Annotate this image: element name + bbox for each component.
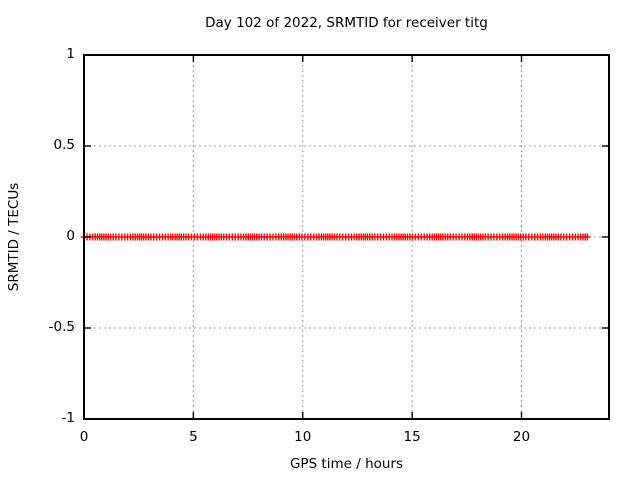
chart-title: Day 102 of 2022, SRMTID for receiver tit… (205, 15, 488, 31)
y-tick-label: 1 (66, 46, 75, 62)
x-tick-label: 0 (79, 429, 89, 445)
x-tick-label: 10 (294, 429, 312, 445)
x-tick-label: 20 (512, 429, 531, 445)
x-tick-label: 15 (403, 429, 421, 445)
y-tick-label: 0 (66, 228, 75, 244)
data-series-srmtid (80, 233, 591, 241)
x-axis-label: GPS time / hours (289, 456, 404, 472)
y-tick-label: -0.5 (48, 319, 75, 335)
y-tick-label: -1 (61, 410, 75, 426)
x-tick-label: 5 (189, 429, 198, 445)
y-tick-label: 0.5 (53, 137, 75, 153)
